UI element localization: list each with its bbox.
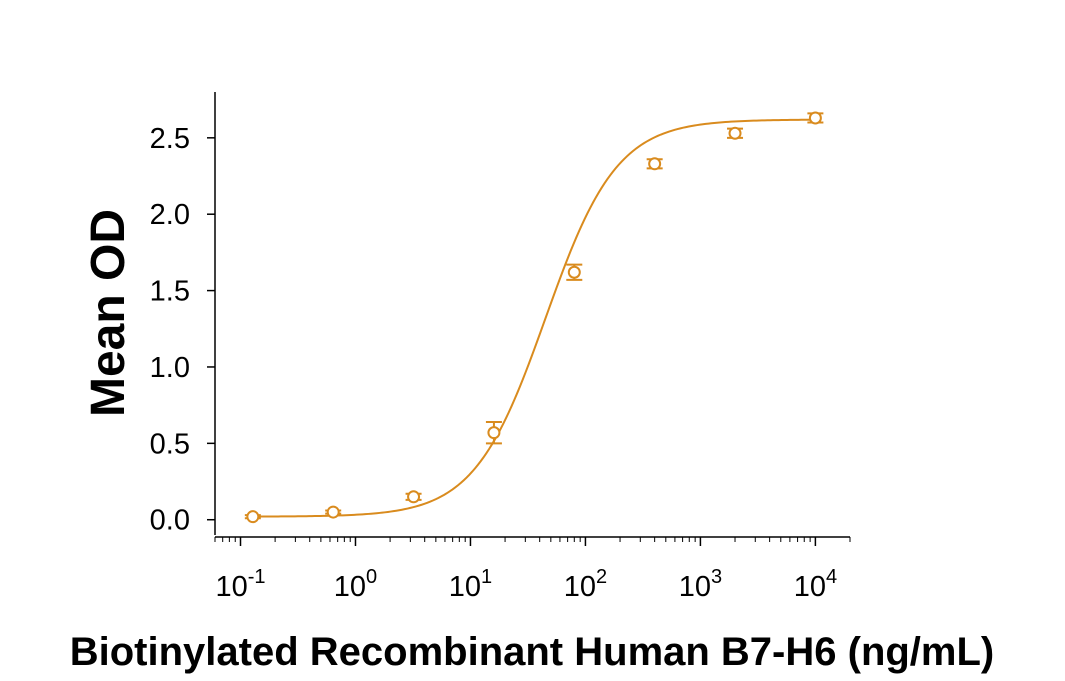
data-point [244, 510, 261, 524]
data-point [566, 263, 583, 281]
point-marker [567, 265, 581, 279]
data-point [807, 111, 824, 125]
point-marker [407, 490, 421, 504]
y-tick-label: 0.0 [150, 505, 190, 537]
y-tick-layer: 0.0 0.5 1.0 1.5 2.0 2.5 [150, 123, 215, 537]
x-tick-label: 102 [564, 566, 607, 603]
point-marker [808, 111, 822, 125]
x-tick-label: 104 [794, 566, 837, 603]
x-axis-title: Biotinylated Recombinant Human B7-H6 (ng… [70, 630, 995, 674]
data-point [325, 505, 342, 519]
x-tick-label: 100 [334, 566, 377, 603]
point-marker [648, 157, 662, 171]
data-point [646, 157, 663, 171]
x-tick-layer: 10-1 100 101 102 103 104 [214, 537, 851, 603]
data-point [405, 490, 422, 504]
y-tick-label: 1.5 [150, 276, 190, 308]
point-marker [246, 510, 260, 524]
x-tick-label: 101 [449, 566, 492, 603]
y-tick-label: 1.0 [150, 352, 190, 384]
point-marker [728, 126, 742, 140]
x-tick-label: 103 [679, 566, 722, 603]
y-tick-label: 2.5 [150, 123, 190, 155]
y-tick-label: 2.0 [150, 199, 190, 231]
x-tick-label: 10-1 [215, 566, 265, 603]
y-tick-label: 0.5 [150, 428, 190, 460]
y-axis-title: Mean OD [82, 209, 135, 417]
fit-curve-layer [252, 118, 816, 518]
point-marker [326, 505, 340, 519]
data-points-layer [244, 111, 824, 524]
fit-curve [252, 118, 816, 518]
data-point [485, 420, 502, 445]
data-point [727, 126, 744, 140]
point-marker [487, 426, 501, 440]
